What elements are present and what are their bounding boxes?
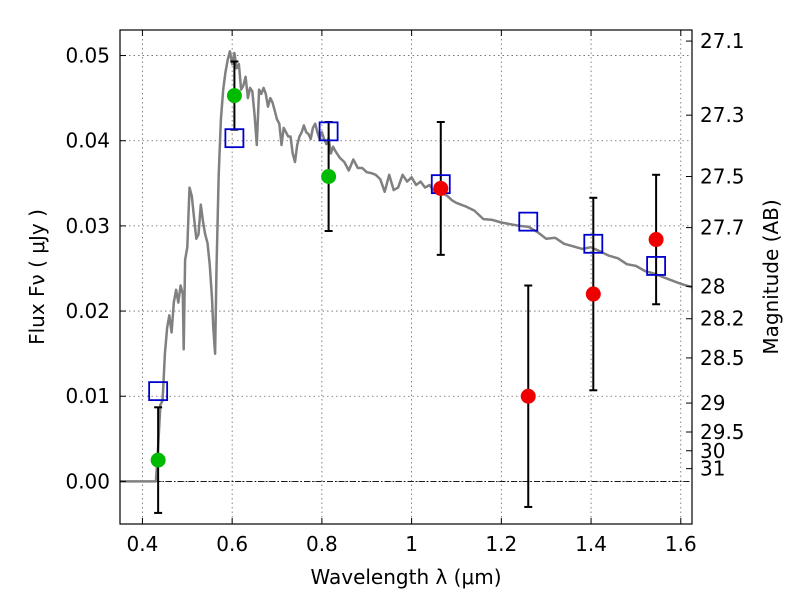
y2-tick-label: 27.1 — [700, 29, 745, 53]
y2-tick-label: 29.5 — [700, 420, 745, 444]
x-tick-label: 0.8 — [306, 532, 338, 556]
y2-tick-label: 27.7 — [700, 216, 745, 240]
green-data-point — [321, 168, 337, 184]
y2-tick-label: 27.3 — [700, 103, 745, 127]
plot-layer — [120, 50, 693, 514]
green-data-point — [150, 452, 166, 468]
y2-tick-label: 28 — [700, 274, 725, 298]
red-data-point — [648, 232, 664, 248]
y2-tick-label: 27.5 — [700, 164, 745, 188]
y2-tick-label: 28.5 — [700, 346, 745, 370]
x-tick-label: 1.6 — [665, 532, 697, 556]
y-axis-label: Flux Fν ( μJy ) — [25, 209, 49, 345]
grid-layer — [120, 30, 692, 524]
y2-tick-label: 31 — [700, 457, 725, 481]
x-tick-label: 1 — [405, 532, 418, 556]
red-data-point — [585, 286, 601, 302]
model-square-point — [224, 128, 245, 149]
axis-layer: 0.4 0.6 0.8 1 1.2 1.4 1.6 0.00 0.01 0.02 0.03 0.04 0… — [65, 29, 744, 556]
y-tick-label: 0.00 — [65, 469, 110, 493]
x-axis-label: Wavelength λ (μm) — [310, 565, 501, 589]
y-tick-label: 0.01 — [65, 384, 110, 408]
y-tick-label: 0.05 — [65, 44, 110, 68]
y-tick-label: 0.03 — [65, 214, 110, 238]
x-tick-label: 1.2 — [485, 532, 517, 556]
x-tick-label: 0.4 — [127, 532, 159, 556]
red-data-point — [433, 180, 449, 196]
y2-tick-label: 28.2 — [700, 307, 745, 331]
red-data-point — [520, 388, 536, 404]
y-tick-label: 0.02 — [65, 299, 110, 323]
x-tick-label: 1.4 — [575, 532, 607, 556]
y-tick-label: 0.04 — [65, 129, 110, 153]
green-data-point — [226, 88, 242, 104]
spectrum-line — [120, 50, 693, 483]
model-square-point — [646, 256, 667, 276]
model-square-point — [518, 211, 539, 232]
plot-frame — [119, 29, 693, 525]
y2-axis-label: Magnitude (AB) — [759, 199, 783, 354]
y2-tick-label: 29 — [700, 391, 725, 415]
model-square-point — [148, 381, 169, 402]
x-tick-label: 0.6 — [216, 532, 248, 556]
model-square-point — [318, 121, 339, 142]
model-square-point — [583, 233, 604, 254]
y2-tick-label: 30 — [700, 439, 725, 463]
